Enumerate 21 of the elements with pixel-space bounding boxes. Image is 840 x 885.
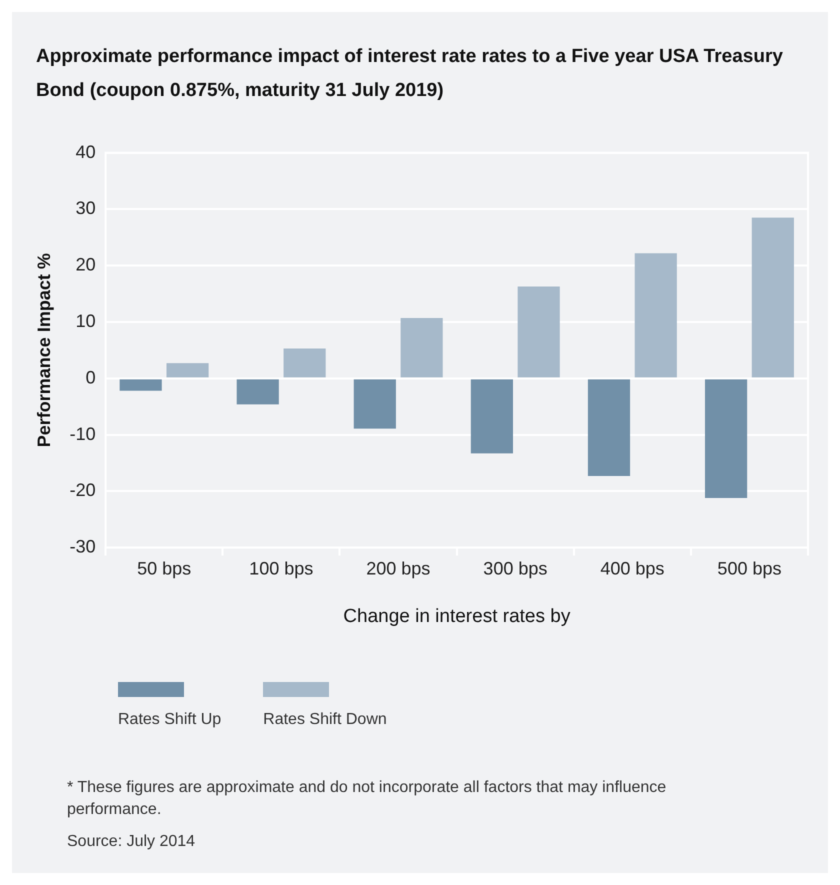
x-tick-label: 500 bps bbox=[717, 558, 782, 578]
x-axis-title: Change in interest rates by bbox=[343, 606, 571, 627]
y-tick-label: -20 bbox=[70, 480, 96, 500]
x-tick-label: 200 bps bbox=[366, 558, 430, 578]
y-axis-title: Performance Impact % bbox=[34, 253, 54, 448]
y-tick-label: 0 bbox=[86, 367, 96, 388]
x-tick-label: 300 bps bbox=[483, 558, 548, 578]
y-tick-label: 40 bbox=[76, 142, 96, 162]
x-tick-label: 400 bps bbox=[600, 558, 664, 578]
x-tick-label: 50 bps bbox=[137, 558, 192, 578]
y-tick-label: 30 bbox=[76, 198, 96, 218]
text: * These figures are approximate and do not incorporate all factors that may influence performance. bbox=[67, 778, 668, 820]
x-tick-label: 100 bps bbox=[249, 558, 314, 578]
y-tick-label: 10 bbox=[76, 310, 96, 331]
legend-label: Rates Shift Up bbox=[118, 711, 222, 729]
y-tick-label: -10 bbox=[70, 424, 96, 444]
y-tick-label: -30 bbox=[70, 536, 96, 557]
source-note: Source: July 2014 bbox=[67, 832, 196, 852]
chart-title: Approximate performance impact of interest rate rates to a Five year USA Treasury Bond (coupon 0.875%, maturity 31 July 2019) bbox=[36, 45, 784, 103]
y-tick-label: 20 bbox=[76, 254, 96, 275]
legend-label: Rates Shift Down bbox=[263, 711, 387, 729]
